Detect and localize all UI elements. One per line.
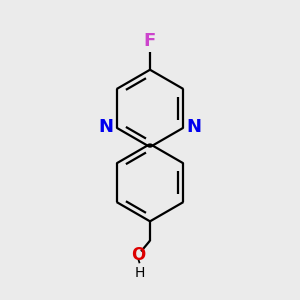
Text: N: N bbox=[99, 118, 114, 136]
Text: N: N bbox=[186, 118, 201, 136]
Text: F: F bbox=[144, 32, 156, 50]
Text: H: H bbox=[134, 266, 145, 280]
Text: O: O bbox=[131, 246, 145, 264]
